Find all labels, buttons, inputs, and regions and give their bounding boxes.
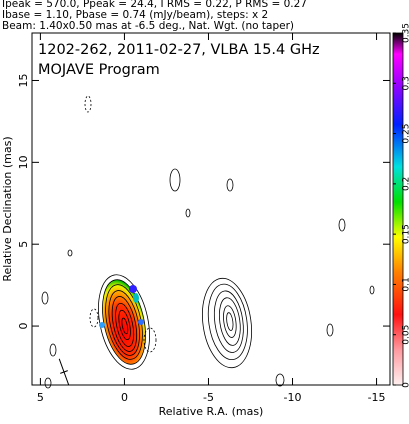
chart-subtitle: MOJAVE Program [38,62,160,78]
x-tick-label: 0 [121,391,128,404]
chart-title: 1202-262, 2011-02-27, VLBA 15.4 GHz [38,42,320,58]
plot-frame [31,32,391,386]
y-axis-label: Relative Declination (mas) [1,136,14,281]
colorbar-tick-label: 0.2 [402,177,409,191]
colorbar-tick-label: 0.15 [402,224,409,244]
colorbar-tick-label: 0 [402,382,409,388]
x-tick-label: -5 [203,391,214,404]
y-tick-label: 15 [17,73,30,87]
x-axis-label: Relative R.A. (mas) [159,405,264,418]
header-line: Beam: 1.40x0.50 mas at -6.5 deg., Nat. W… [2,20,294,32]
colorbar-tick-label: 0.1 [402,277,409,291]
colorbar-tick-label: 0.3 [402,76,409,90]
y-tick-label: 10 [17,155,30,169]
colorbar-tick-label: 0.25 [402,124,409,144]
x-tick-label: -10 [284,391,302,404]
colorbar [392,32,404,386]
y-tick-label: 5 [17,241,30,248]
colorbar-tick-label: 0.35 [402,23,409,43]
header-line: Ipeak = 570.0, Ppeak = 24.4, I RMS = 0.2… [2,0,307,10]
x-tick-label: 5 [37,391,44,404]
header-line: Ibase = 1.10, Pbase = 0.74 (mJy/beam), s… [2,9,268,21]
x-tick-label: -15 [368,391,386,404]
colorbar-tick-label: 0.05 [402,325,409,345]
contours [41,95,375,389]
y-tick-label: 0 [17,323,30,330]
